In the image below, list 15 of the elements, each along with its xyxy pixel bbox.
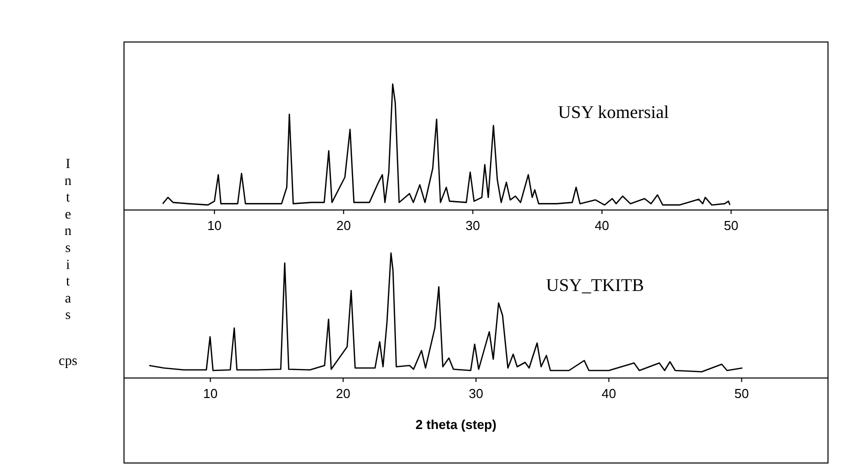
x-tick-label: 30 xyxy=(468,386,484,401)
y-axis-title: cps xyxy=(58,354,78,369)
text: USY komersial xyxy=(558,102,669,122)
x-tick-label: 40 xyxy=(602,386,616,401)
x-tick-label: 40 xyxy=(594,218,610,233)
x-tick-label: 50 xyxy=(734,386,749,401)
x-tick-label: 10 xyxy=(203,386,218,401)
x-tick-label: 10 xyxy=(207,218,222,233)
x-tick-label: 20 xyxy=(336,386,350,401)
text: Intensitas xyxy=(64,157,72,324)
text: USY_TKITB xyxy=(546,275,644,295)
x-tick-label: 30 xyxy=(466,218,480,233)
x-tick-label: 20 xyxy=(336,218,351,233)
x-axis-title: 2 theta (step) xyxy=(416,417,496,432)
x-tick-label: 50 xyxy=(724,218,738,233)
